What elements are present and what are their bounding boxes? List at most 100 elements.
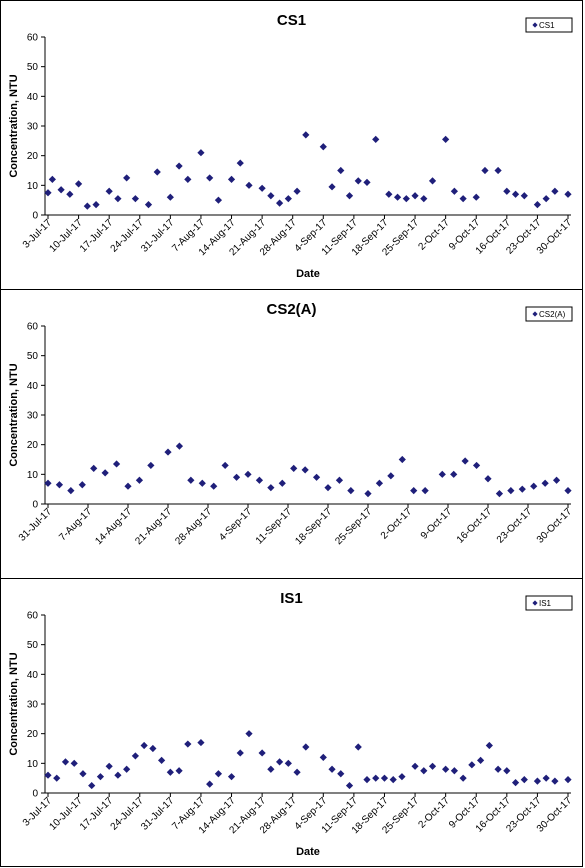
chart-panel-cs1: CS1 0 10 20 30 40 50 60 3-Jul-17 10-Jul-17 17-Jul-… [0,0,583,290]
x-tick-label: 23-Oct-17 [495,506,535,546]
data-point [380,774,389,782]
data-point [244,470,252,478]
data-point [450,470,458,478]
data-point [214,770,223,778]
legend-marker [532,600,538,606]
data-point [53,774,61,782]
data-point [245,181,253,189]
y-tick-label: 20 [27,440,39,451]
y-tick-label: 40 [27,381,39,392]
data-point [206,174,214,182]
data-point [284,195,292,203]
data-point [83,202,91,210]
data-point [564,190,572,198]
data-point [175,162,183,170]
data-point [337,166,345,175]
data-point [48,175,56,183]
data-point [411,192,419,200]
data-point [114,195,122,203]
y-tick-label: 0 [32,211,38,222]
data-point [335,476,344,484]
y-tick-label: 10 [27,759,39,770]
data-point [232,473,241,481]
data-point [507,487,515,495]
y-tick-label: 60 [27,611,39,622]
data-point [319,753,327,761]
legend-box [525,306,573,322]
x-tick-label: 7-Aug-17 [57,506,94,543]
legend-label: IS1 [539,599,552,608]
x-tick-label: 21-Aug-17 [133,506,174,547]
data-point [410,487,418,495]
data-point [393,193,402,201]
data-point [44,479,52,487]
data-point [472,193,480,201]
y-tick-label: 50 [27,351,39,362]
data-point [541,479,549,487]
x-tick-label: 25-Sep-17 [333,506,374,547]
data-point [364,490,372,498]
x-axis-title: Date [296,268,320,280]
data-point [210,482,218,490]
data-point [495,490,504,498]
legend-box [525,17,573,33]
data-point [221,461,229,470]
data-point [411,762,419,770]
x-tick-label: 11-Sep-17 [254,506,295,547]
legend-box [525,595,573,611]
data-point [74,180,83,188]
chart-panel-is1: IS1 0 10 20 30 40 50 60 3-Jul-17 10-Jul-17 17-Jul-… [0,578,583,867]
data-point [551,777,559,785]
data-point [354,743,362,751]
data-point [542,195,550,203]
data-point [44,189,52,197]
data-point [542,774,550,782]
data-point [428,762,437,770]
data-point [79,770,87,778]
chart-panel-cs2a: CS2(A) 0 10 20 30 40 50 60 31-Jul-17 7-Aug-17 14-A… [0,289,583,579]
data-point [461,457,469,465]
x-axis-title: Date [296,846,320,858]
data-point [255,476,264,484]
data-point [324,484,332,492]
data-point [105,187,113,195]
data-point [96,773,105,781]
data-point [57,186,65,194]
data-point [363,776,371,784]
data-point [198,479,206,487]
y-axis-title: Concentration, NTU [8,363,20,466]
data-point [267,765,275,773]
y-axis-title: Concentration, NTU [8,652,20,755]
chart-is1: IS101020304050603-Jul-1710-Jul-1717-Jul-… [8,590,574,858]
data-point [61,758,70,766]
data-point [197,149,205,157]
data-point [520,776,528,784]
data-point [398,455,406,464]
data-point [494,166,502,175]
data-point [214,196,223,204]
data-point [420,195,428,203]
data-point [564,487,572,495]
data-point [442,135,450,143]
chart-title: CS2(A) [266,301,316,318]
data-point [420,767,428,775]
data-point [484,475,492,483]
data-point [275,758,284,766]
chart-cs1: CS101020304050603-Jul-1710-Jul-1717-Jul-… [8,12,574,280]
data-point [227,175,236,183]
data-point [337,770,345,778]
data-point [88,781,96,790]
y-axis-title: Concentration, NTU [8,74,20,177]
data-point [387,472,395,480]
data-point [206,780,214,788]
y-tick-label: 40 [27,670,39,681]
data-point [105,762,113,770]
data-point [302,743,310,751]
x-tick-label: 2-Oct-17 [379,506,415,542]
data-point [375,479,384,487]
legend-marker [532,22,538,28]
data-point [533,201,542,209]
data-point [319,143,327,151]
data-point [66,190,74,198]
legend-marker [532,311,538,317]
